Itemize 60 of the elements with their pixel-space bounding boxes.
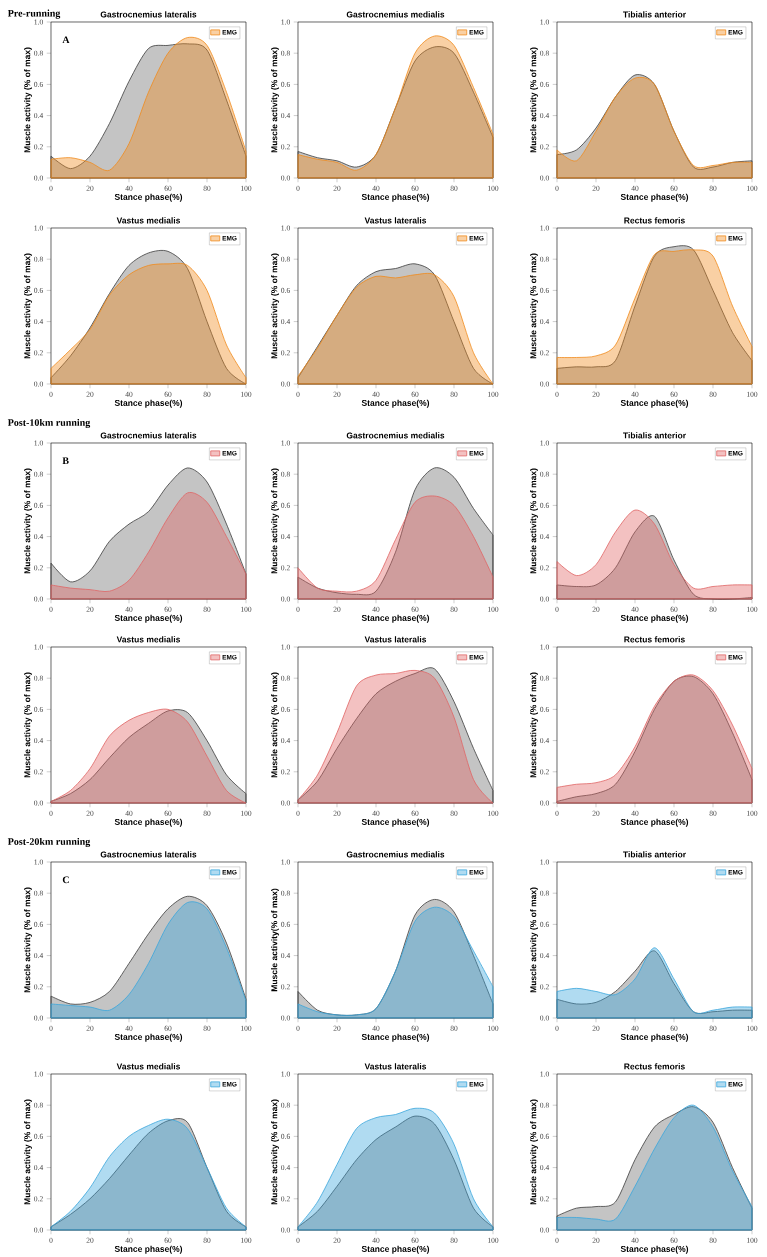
y-axis-title: Muscle activity (% of max) <box>530 887 538 993</box>
y-axis-title: Muscle activity(% of max) <box>271 888 279 992</box>
chart-subtitle: Post-20km running <box>7 837 91 848</box>
x-axis-title: Stance phase(%) <box>620 193 689 202</box>
y-axis-title: Muscle activity (% of max) <box>530 672 538 778</box>
annotation: A <box>62 36 70 44</box>
y-axis-title: Muscle activity (% of max) <box>530 468 538 574</box>
y-axis-title: Muscle activity (% of max) <box>271 47 279 153</box>
x-axis-title: Stance phase(%) <box>361 1033 430 1042</box>
chart-title: Rectus femoris <box>624 1063 685 1070</box>
chart-title: Gastrocnemius lateralis <box>100 432 197 439</box>
x-axis-title: Stance phase(%) <box>114 1245 183 1254</box>
x-axis-title: Stance phase(%) <box>620 1033 689 1042</box>
x-axis-title: Stance phase(%) <box>114 193 183 202</box>
y-axis-title: Muscle activity (% of max) <box>530 1099 538 1205</box>
chart-title: Vastus medialis <box>116 636 181 643</box>
chart-title: Gastrocnemius lateralis <box>100 851 197 858</box>
chart-title: Vastus lateralis <box>364 1063 427 1070</box>
chart-title: Vastus lateralis <box>364 636 427 643</box>
x-axis-title: Stance phase(%) <box>620 818 689 827</box>
y-axis-title: Muscle activity (% of max) <box>24 887 32 993</box>
x-axis-title: Stance phase(%) <box>361 818 430 827</box>
chart-title: Gastrocnemius medialis <box>346 432 445 439</box>
y-axis-title: Muscle activity (% of max) <box>24 253 32 359</box>
y-axis-title: Muscle activity (% of max) <box>271 1099 279 1205</box>
x-axis-title: Stance phase(%) <box>114 818 183 827</box>
annotation: C <box>62 876 69 884</box>
chart-subtitle: Pre-running <box>7 9 61 19</box>
y-axis-title: Muscle activity (% of max) <box>271 253 279 359</box>
y-axis-title: Muscle activity (% of max) <box>24 468 32 574</box>
y-axis-title: Muscle activity (% of max) <box>271 672 279 778</box>
x-axis-title: Stance phase(%) <box>620 399 689 408</box>
y-axis-title: Muscle activity (% of max) <box>530 47 538 153</box>
chart-title: Tibialis anterior <box>623 432 686 439</box>
chart-subtitle: Post-10km running <box>7 418 91 429</box>
y-axis-title: Muscle activity (% of max) <box>24 1099 32 1205</box>
annotation: B <box>62 457 69 465</box>
x-axis-title: Stance phase(%) <box>361 193 430 202</box>
chart-title: Gastrocnemius lateralis <box>100 11 197 18</box>
chart-title: Rectus femoris <box>624 636 685 643</box>
y-axis-title: Muscle activity (% of max) <box>24 672 32 778</box>
chart-title: Vastus medialis <box>116 1063 181 1070</box>
chart-title: Gastrocnemius medialis <box>346 851 445 858</box>
chart-title: Tibialis anterior <box>623 851 686 858</box>
chart-title: Vastus lateralis <box>364 217 427 224</box>
x-axis-title: Stance phase(%) <box>361 614 430 623</box>
x-axis-title: Stance phase(%) <box>114 399 183 408</box>
y-axis-title: Muscle activity (% of max) <box>271 468 279 574</box>
x-axis-title: Stance phase(%) <box>114 1033 183 1042</box>
chart-title: Tibialis anterior <box>623 11 686 18</box>
chart-title: Vastus medialis <box>116 217 181 224</box>
x-axis-title: Stance phase(%) <box>361 1245 430 1254</box>
x-axis-title: Stance phase(%) <box>114 614 183 623</box>
chart-title: Gastrocnemius medialis <box>346 11 445 18</box>
y-axis-title: Muscle activity (% of max) <box>530 253 538 359</box>
y-axis-title: Muscle activity (% of max) <box>24 47 32 153</box>
x-axis-title: Stance phase(%) <box>361 399 430 408</box>
x-axis-title: Stance phase(%) <box>620 1245 689 1254</box>
chart-title: Rectus femoris <box>624 217 685 224</box>
x-axis-title: Stance phase(%) <box>620 614 689 623</box>
